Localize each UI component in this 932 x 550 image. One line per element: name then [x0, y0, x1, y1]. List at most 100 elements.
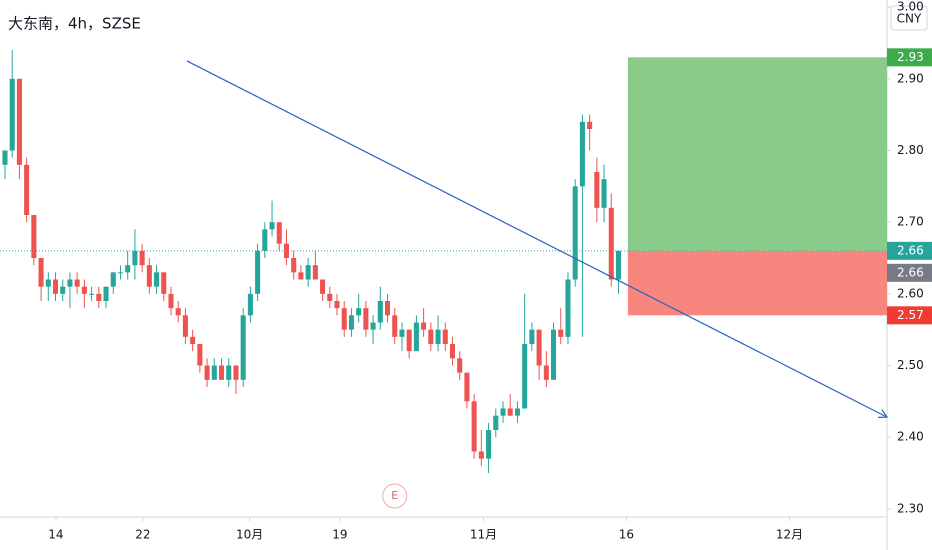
candle-body: [457, 358, 463, 373]
candle-body: [305, 265, 311, 280]
candle-body: [52, 279, 59, 294]
candle-body: [139, 250, 145, 266]
candle-body: [283, 243, 290, 258]
candle-body: [587, 121, 593, 129]
candle-body: [406, 329, 412, 352]
candle-body: [240, 315, 246, 380]
price-tag: [887, 48, 932, 67]
price-tag-label: 2.93: [897, 50, 924, 64]
candle-body: [45, 279, 51, 287]
candle-body: [493, 415, 499, 430]
price-tag: [887, 241, 932, 260]
candle-body: [608, 207, 614, 280]
candle-body: [211, 365, 217, 380]
candle-body: [125, 265, 131, 273]
candle-body: [522, 344, 528, 409]
price-tag-label: 2.66: [897, 243, 924, 257]
candle-body: [594, 172, 600, 208]
candle-body: [269, 222, 275, 230]
candle-body: [110, 272, 116, 287]
x-tick-label: 16: [619, 528, 634, 542]
y-tick-label: 2.80: [897, 143, 924, 157]
candle-body: [536, 329, 542, 366]
candle-body: [9, 78, 15, 151]
x-tick-label: 22: [135, 528, 150, 542]
candle-body: [320, 279, 326, 294]
candle-body: [175, 308, 181, 316]
price-tag-label: 2.57: [897, 308, 924, 322]
currency-box[interactable]: [890, 5, 928, 31]
candle-body: [478, 451, 484, 459]
candle-body: [421, 322, 427, 330]
candle-body: [601, 179, 607, 208]
candle-body: [38, 258, 44, 287]
candle-body: [615, 250, 622, 280]
y-tick-label: 2.70: [897, 215, 924, 229]
candle-body: [24, 164, 30, 215]
y-tick-label: 2.40: [897, 430, 924, 444]
x-tick-label: 11月: [470, 528, 497, 542]
candle-body: [197, 344, 203, 366]
candle-body: [74, 279, 80, 287]
candle-body: [464, 372, 470, 402]
candle-body: [363, 308, 369, 330]
y-tick-label: 2.30: [897, 501, 924, 515]
y-tick-label: 2.60: [897, 286, 924, 300]
candle-body: [486, 430, 492, 459]
currency: CNY: [897, 12, 922, 26]
x-tick-label: 14: [48, 528, 63, 542]
candle-body: [551, 329, 557, 380]
candle-body: [579, 121, 585, 187]
candle-body: [327, 293, 333, 301]
candle-body: [312, 265, 318, 280]
candle-body: [558, 329, 564, 337]
candle-body: [233, 365, 239, 380]
trendline-arrow: [877, 409, 889, 418]
loss-zone: [627, 250, 887, 316]
candle-body: [507, 408, 513, 416]
event-marker[interactable]: [382, 483, 408, 509]
candle-body: [348, 315, 354, 330]
candle-body: [298, 272, 304, 280]
y-tick-label: 2.50: [897, 358, 924, 372]
candle-body: [341, 308, 347, 330]
event-label: E: [391, 489, 398, 502]
candle-body: [218, 365, 225, 380]
candle-body: [226, 365, 232, 380]
x-tick-label: 10月: [236, 528, 263, 542]
candle-body: [96, 293, 102, 301]
price-tag: [887, 306, 932, 325]
candle-body: [204, 365, 210, 380]
profit-zone: [627, 57, 887, 251]
candle-body: [565, 279, 571, 337]
candle-body: [399, 329, 405, 337]
candle-body: [392, 315, 398, 337]
candle-body: [161, 272, 167, 294]
y-tick-label: 2.90: [897, 71, 924, 85]
candle-body: [442, 329, 448, 344]
candle-body: [81, 286, 87, 294]
candle-body: [471, 401, 477, 452]
candle-body: [89, 293, 95, 295]
candle-body: [103, 286, 109, 301]
candle-body: [572, 186, 578, 280]
candle-body: [334, 301, 340, 309]
y-tick-label: 3.00: [897, 0, 924, 14]
candle-body: [529, 329, 535, 344]
candle-body: [190, 336, 196, 344]
candle-body: [500, 408, 506, 416]
candle-body: [384, 301, 391, 316]
candle-body: [247, 293, 253, 316]
candle-body: [514, 408, 520, 416]
x-tick-label: 12月: [776, 528, 803, 542]
candle-body: [435, 329, 441, 344]
candle-body: [262, 229, 268, 251]
candle-body: [60, 286, 66, 294]
candle-body: [117, 272, 123, 274]
candle-body: [168, 293, 174, 309]
candle-body: [356, 308, 362, 316]
price-tag-label: 2.66: [897, 265, 924, 279]
candle-body: [31, 215, 37, 258]
candle-body: [16, 78, 22, 165]
